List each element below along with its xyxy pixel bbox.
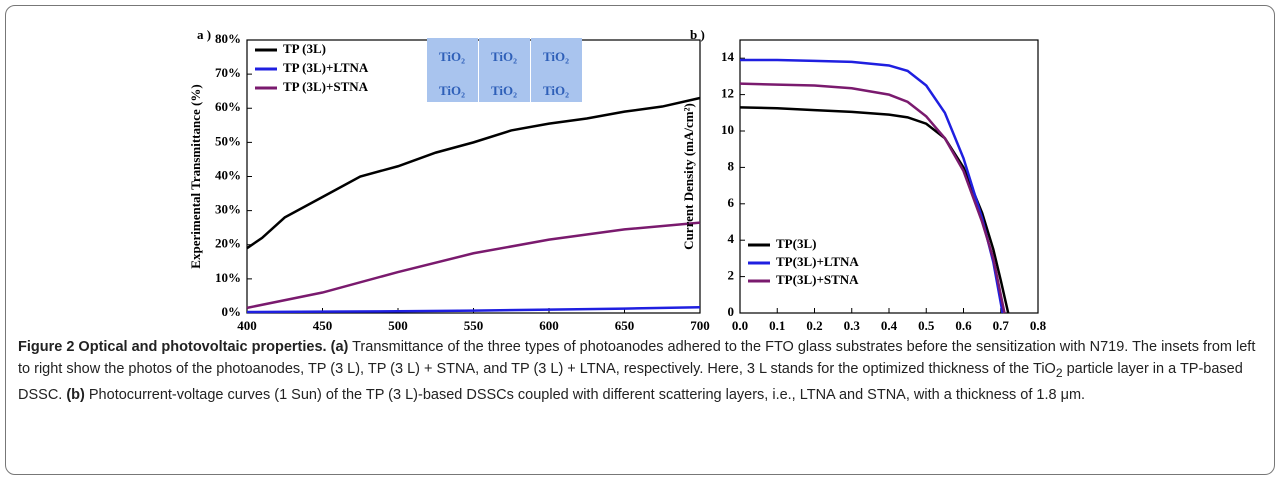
x-tick-label: 0.0 <box>732 318 748 330</box>
y-tick-label: 0% <box>222 304 242 319</box>
x-tick-label: 0.4 <box>881 318 898 330</box>
x-tick-label: 450 <box>313 318 333 330</box>
series-line <box>739 106 1010 314</box>
inset-photo <box>531 38 582 102</box>
x-tick-label: 0.2 <box>806 318 822 330</box>
y-tick-label: 12 <box>721 86 734 101</box>
inset-text: TiO₂ <box>439 49 465 64</box>
caption-part: Photocurrent-voltage curves (1 Sun) of t… <box>84 386 1086 403</box>
x-tick-label: 550 <box>464 318 484 330</box>
figure-frame <box>5 5 1275 475</box>
x-tick-label: 0.7 <box>993 318 1010 330</box>
y-tick-label: 8 <box>728 158 735 173</box>
inset-photo <box>479 38 530 102</box>
x-tick-label: 500 <box>388 318 408 330</box>
legend-label: TP(3L) <box>776 236 816 251</box>
x-tick-label: 650 <box>615 318 635 330</box>
caption-part: (a) <box>330 339 349 355</box>
x-tick-label: 0.3 <box>844 318 861 330</box>
x-tick-label: 400 <box>237 318 257 330</box>
x-tick-label: 0.1 <box>769 318 785 330</box>
y-tick-label: 50% <box>215 133 241 148</box>
x-tick-label: 600 <box>539 318 559 330</box>
inset-text: TiO₂ <box>543 83 569 98</box>
caption: Figure 2 Optical and photovoltaic proper… <box>18 336 1258 406</box>
series-line <box>246 221 701 310</box>
series-line <box>246 96 701 250</box>
x-tick-label: 0.6 <box>955 318 972 330</box>
inset-photo <box>427 38 478 102</box>
legend-label: TP (3L) <box>283 41 326 56</box>
y-tick-label: 10% <box>215 270 241 285</box>
x-tick-label: 0.8 <box>1030 318 1047 330</box>
y-axis-label: Current Density (mA/cm²) <box>681 103 696 250</box>
caption-part: particle layer in a TP-based DSSC. <box>18 361 1243 403</box>
legend-label: TP (3L)+LTNA <box>283 60 369 75</box>
y-axis-label: Experimental Transmittance (%) <box>188 84 203 268</box>
y-tick-label: 70% <box>215 65 241 80</box>
legend-label: TP(3L)+LTNA <box>776 254 859 269</box>
y-tick-label: 40% <box>215 167 241 182</box>
legend-label: TP (3L)+STNA <box>283 79 369 94</box>
y-tick-label: 14 <box>721 49 735 64</box>
y-tick-label: 80% <box>215 31 241 46</box>
x-tick-label: 0.5 <box>918 318 935 330</box>
chart-label: b ) <box>690 27 705 42</box>
charts: 0%10%20%30%40%50%60%70%80%400 450 500 550 60… <box>188 27 1047 330</box>
y-tick-label: 2 <box>728 268 735 283</box>
inset-text: TiO₂ <box>491 49 517 64</box>
y-tick-label: 10 <box>721 122 734 137</box>
caption-part: 2 <box>1055 365 1063 380</box>
caption-part: Transmittance of the three types of phot… <box>18 339 1256 377</box>
x-tick-label: 700 <box>690 318 710 330</box>
series-line <box>739 82 1006 314</box>
y-tick-label: 30% <box>215 202 241 217</box>
caption-part: (b) <box>66 386 85 403</box>
y-tick-label: 4 <box>728 231 735 246</box>
y-tick-label: 0 <box>728 304 735 319</box>
inset-text: TiO₂ <box>439 83 465 98</box>
legend-label: TP(3L)+STNA <box>776 272 859 287</box>
series-line <box>246 305 701 314</box>
y-tick-label: 6 <box>728 195 735 210</box>
inset-text: TiO₂ <box>491 83 517 98</box>
inset: TiO₂ TiO₂ TiO₂ TiO₂ TiO₂ TiO₂ <box>427 38 582 102</box>
y-tick-label: 20% <box>215 236 241 251</box>
caption-title: Figure 2 Optical and photovoltaic proper… <box>18 339 327 355</box>
inset-text: TiO₂ <box>543 49 569 64</box>
chart-label: a ) <box>197 27 211 42</box>
y-tick-label: 60% <box>215 99 241 114</box>
